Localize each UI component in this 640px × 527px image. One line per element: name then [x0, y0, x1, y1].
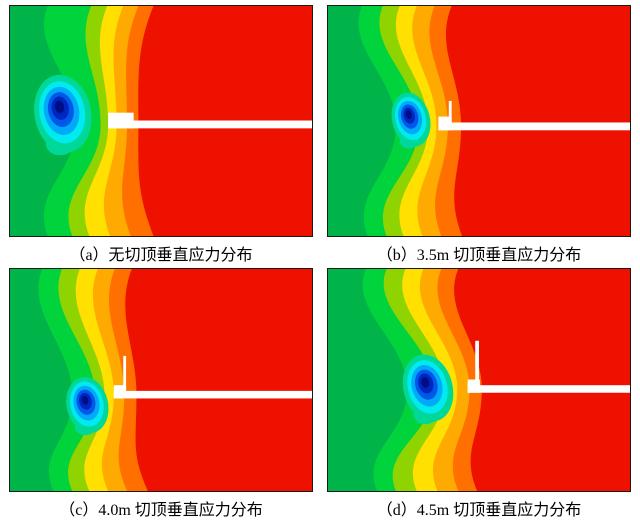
contour-plot-b — [327, 5, 631, 237]
panel-b: （b）3.5m 切顶垂直应力分布 — [327, 5, 631, 268]
contour-plot-d — [327, 268, 631, 492]
contour-plot-c — [9, 268, 313, 492]
panel-c: （c）4.0m 切顶垂直应力分布 — [9, 268, 313, 523]
panel-d: （d）4.5m 切顶垂直应力分布 — [327, 268, 631, 523]
caption-b: （b）3.5m 切顶垂直应力分布 — [376, 246, 582, 264]
panel-a: （a）无切顶垂直应力分布 — [9, 5, 313, 268]
caption-c: （c）4.0m 切顶垂直应力分布 — [59, 501, 263, 519]
caption-d: （d）4.5m 切顶垂直应力分布 — [376, 501, 582, 519]
caption-a: （a）无切顶垂直应力分布 — [69, 246, 253, 264]
contour-plot-a — [9, 5, 313, 237]
